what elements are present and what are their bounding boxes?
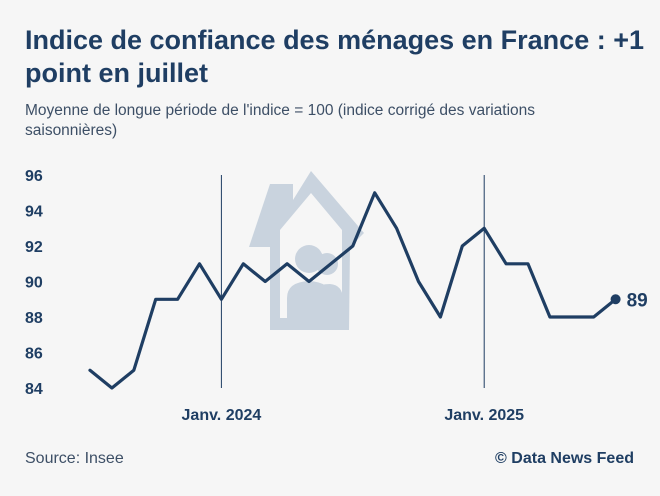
x-axis: Janv. 2024 Janv. 2025: [182, 407, 525, 424]
credit-label: © Data News Feed: [495, 450, 634, 467]
source-note: Source: Insee: [25, 450, 124, 467]
y-tick-label: 94: [25, 204, 43, 221]
chart-title: Indice de confiance des ménages en Franc…: [25, 25, 644, 88]
series-line: [88, 191, 618, 390]
x-tick-label: Janv. 2025: [444, 407, 524, 424]
y-tick-label: 96: [25, 168, 43, 185]
last-point-marker: [610, 294, 621, 305]
line-chart: 84 86 88 90 92 94 96 Janv. 2024 Janv. 2025 89: [25, 168, 648, 424]
chart-subtitle: Moyenne de longue période de l'indice = …: [25, 102, 536, 139]
house-family-icon: [249, 171, 364, 330]
x-tick-label: Janv. 2024: [182, 407, 262, 424]
y-tick-label: 88: [25, 310, 43, 327]
y-tick-label: 90: [25, 275, 43, 292]
y-tick-label: 86: [25, 346, 43, 363]
y-axis: 84 86 88 90 92 94 96: [25, 168, 43, 398]
last-value-label: 89: [627, 290, 648, 311]
january-reference-lines: [220, 175, 485, 388]
y-tick-label: 84: [25, 381, 43, 398]
y-tick-label: 92: [25, 239, 43, 256]
